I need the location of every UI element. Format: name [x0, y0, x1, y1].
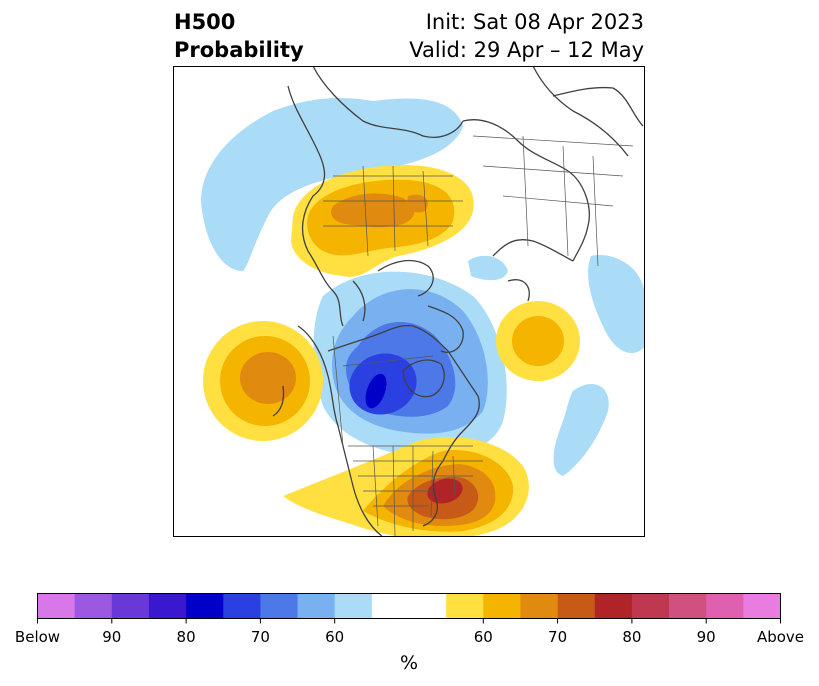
- above-normal-northeast-pacific: [203, 321, 323, 441]
- colorbar-tick-label: 70: [548, 628, 567, 646]
- colorbar-tick-label: 60: [474, 628, 493, 646]
- colorbar-tick-label: 80: [177, 628, 196, 646]
- below-normal-peak-area: [365, 373, 387, 409]
- above-normal-north-atlantic: [496, 301, 580, 381]
- colorbar-bin: [260, 593, 298, 619]
- colorbar-bin: [520, 593, 558, 619]
- colorbar-tick-label: Above: [757, 628, 804, 646]
- above-normal-eastern-us: [283, 437, 529, 537]
- colorbar-tick-label: 80: [622, 628, 641, 646]
- colorbar-bin: [186, 593, 224, 619]
- colorbar-tick-label: 90: [102, 628, 121, 646]
- colorbar-bin: [594, 593, 633, 619]
- colorbar-bin: [223, 593, 261, 619]
- colorbar-bin: [631, 593, 670, 619]
- variable-label: H500: [174, 10, 236, 34]
- product-label: Probability: [174, 38, 304, 62]
- colorbar-bin: [371, 593, 447, 619]
- colorbar-bin: [148, 593, 187, 619]
- colorbar-bin: [446, 593, 484, 619]
- chart-title-right: Init: Sat 08 Apr 2023 Valid: 29 Apr – 12…: [409, 8, 644, 64]
- colorbar-bin: [483, 593, 521, 619]
- colorbar-bins: [37, 593, 781, 619]
- colorbar-bin: [111, 593, 150, 619]
- coastlines: [272, 66, 644, 537]
- colorbar-tick-label: 60: [325, 628, 344, 646]
- colorbar-bin: [74, 593, 113, 619]
- colorbar-bin: [706, 593, 744, 619]
- colorbar-bin: [743, 593, 781, 619]
- chart-title-left: H500 Probability: [174, 8, 304, 64]
- colorbar-tick-label: 70: [251, 628, 270, 646]
- colorbar-tick-label: 90: [697, 628, 716, 646]
- colorbar-bin: [37, 593, 75, 619]
- probability-map: [173, 66, 645, 537]
- colorbar-bin: [297, 593, 335, 619]
- colorbar-ticks: Below 90 80 70 60 60 70 80 90 Above: [15, 618, 804, 646]
- valid-period: Valid: 29 Apr – 12 May: [409, 38, 644, 62]
- map-frame: [173, 66, 645, 537]
- political-borders: [323, 135, 634, 537]
- colorbar-bin: [334, 593, 373, 619]
- init-date: Init: Sat 08 Apr 2023: [425, 10, 644, 34]
- above-normal-siberia: [291, 165, 474, 277]
- colorbar-tick-label: Below: [15, 628, 60, 646]
- colorbar-unit-label: %: [400, 652, 418, 674]
- colorbar-bin: [557, 593, 596, 619]
- colorbar: Below 90 80 70 60 60 70 80 90 Above %: [15, 593, 804, 674]
- colorbar-frame: [37, 593, 781, 619]
- colorbar-bin: [669, 593, 707, 619]
